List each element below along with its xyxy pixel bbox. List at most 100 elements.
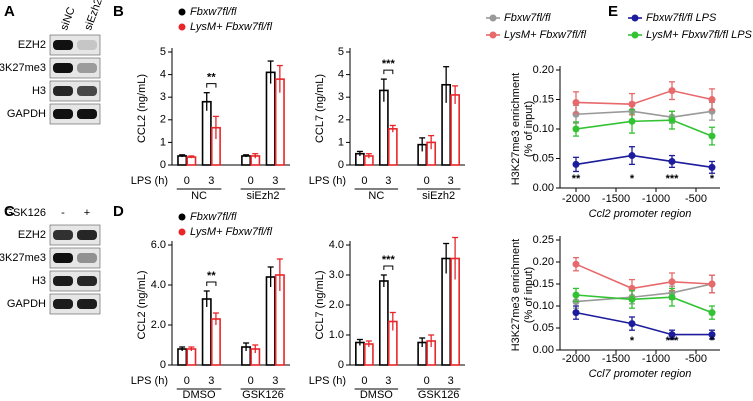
blot-row-label: H3 — [32, 275, 46, 287]
bar — [265, 71, 276, 166]
significance-label: ** — [207, 72, 216, 84]
y-tick-label: 1 — [160, 136, 166, 148]
x-tick-label: 3 — [272, 175, 278, 187]
point — [668, 278, 676, 286]
series-line — [575, 89, 713, 106]
legend-label: Fbxw7fl/fl — [190, 6, 237, 18]
point — [572, 309, 580, 317]
point — [572, 125, 580, 133]
legend-label: LysM+ Fbxw7fl/fl — [190, 226, 273, 238]
x-tick-label: 3 — [385, 175, 391, 187]
blot-band — [77, 276, 97, 286]
y-tick-label: 0.05 — [533, 322, 554, 334]
series-line — [575, 311, 712, 336]
y-tick-label: 0 — [160, 359, 166, 371]
y-tick-label: 0.20 — [533, 64, 554, 76]
point — [708, 280, 716, 288]
point — [628, 117, 636, 125]
y-tick-label: 2.0 — [151, 319, 166, 331]
x-tick-label: -1500 — [602, 193, 630, 205]
legend-label: Fbxw7fl/fl — [190, 211, 237, 223]
bar — [201, 298, 212, 366]
blot-band — [77, 40, 97, 50]
blot-band — [77, 253, 97, 263]
point — [708, 331, 716, 339]
significance-label: * — [630, 335, 635, 347]
blot-column-label: siNC — [58, 5, 77, 32]
bar — [387, 128, 398, 166]
y-tick-label: 5 — [160, 46, 166, 58]
blot-band — [77, 86, 97, 96]
y-tick-label: 0.00 — [533, 344, 554, 356]
bar — [363, 343, 374, 366]
y-axis-label: (% of input) — [523, 267, 535, 323]
blot-row-label: GAPDH — [7, 298, 46, 310]
panel-letter: E — [608, 3, 618, 20]
x-tick-label: 0 — [248, 175, 254, 187]
significance-bracket — [383, 69, 394, 75]
y-tick-label: 4 — [338, 69, 344, 81]
group-label: NC — [368, 190, 384, 202]
bar — [210, 318, 221, 366]
significance-label: * — [630, 173, 635, 185]
blot-column-label: + — [84, 207, 90, 219]
significance-label: ** — [572, 173, 581, 185]
y-tick-label: 3 — [338, 91, 344, 103]
x-tick-label: 0 — [184, 175, 190, 187]
series-line — [575, 154, 713, 169]
y-tick-label: 0 — [338, 359, 344, 371]
y-axis-label: H3K27me3 enrichment — [510, 239, 522, 352]
blot-band — [77, 299, 97, 309]
point — [572, 260, 580, 268]
legend-label: LysM+ Fbxw7fl/fl LPS — [646, 29, 753, 41]
y-tick-label: 0.15 — [533, 93, 554, 105]
y-tick-label: 0.25 — [533, 234, 554, 246]
significance-label: * — [710, 335, 715, 347]
y-tick-label: 4.0 — [151, 279, 166, 291]
x-tick-label: -1500 — [602, 353, 630, 365]
x-axis-label: Ccl2 promoter region — [589, 208, 692, 220]
y-tick-label: 0.20 — [533, 256, 554, 268]
blot-row-label: H3 — [32, 85, 46, 97]
significance-label: *** — [666, 335, 680, 347]
y-tick-label: 4.0 — [329, 239, 344, 251]
legend-marker — [178, 228, 186, 236]
x-tick-label: -500 — [685, 193, 707, 205]
bar — [265, 276, 276, 366]
y-axis-label: CCL7 (ng/mL) — [314, 74, 326, 143]
x-tick-label: 3 — [208, 375, 214, 387]
group-label: NC — [191, 190, 207, 202]
y-tick-label: 1 — [338, 136, 344, 148]
significance-label: *** — [666, 173, 680, 185]
legend-marker — [631, 14, 639, 22]
x-tick-label: 0 — [184, 375, 190, 387]
point — [628, 152, 636, 160]
significance-label: * — [710, 173, 715, 185]
blot-band — [53, 40, 73, 50]
x-tick-label: -1000 — [642, 193, 670, 205]
blot-row-label: H3K27me3 — [0, 62, 46, 74]
panel-letter: A — [4, 3, 15, 20]
y-tick-label: 2 — [160, 114, 166, 126]
group-label: DMSO — [360, 389, 393, 401]
group-label: DMSO — [183, 389, 216, 401]
bar — [177, 348, 188, 366]
x-tick-label: 0 — [424, 375, 430, 387]
point — [708, 96, 716, 103]
y-tick-label: 0 — [338, 159, 344, 171]
point — [628, 295, 636, 303]
point — [668, 87, 676, 95]
point — [668, 293, 676, 301]
blot-band — [53, 230, 73, 240]
significance-bracket — [383, 265, 394, 270]
bar — [355, 341, 365, 366]
group-label: siEzh2 — [422, 190, 455, 202]
y-axis-label: CCL7 (ng/mL) — [314, 270, 326, 339]
legend-marker — [178, 23, 186, 31]
bar — [378, 280, 389, 366]
panel-letter: B — [113, 3, 124, 20]
legend-marker — [489, 31, 497, 39]
significance-label: *** — [382, 254, 396, 266]
y-tick-label: 6.0 — [151, 239, 166, 251]
blot-treatment: GSK126 — [4, 207, 46, 219]
